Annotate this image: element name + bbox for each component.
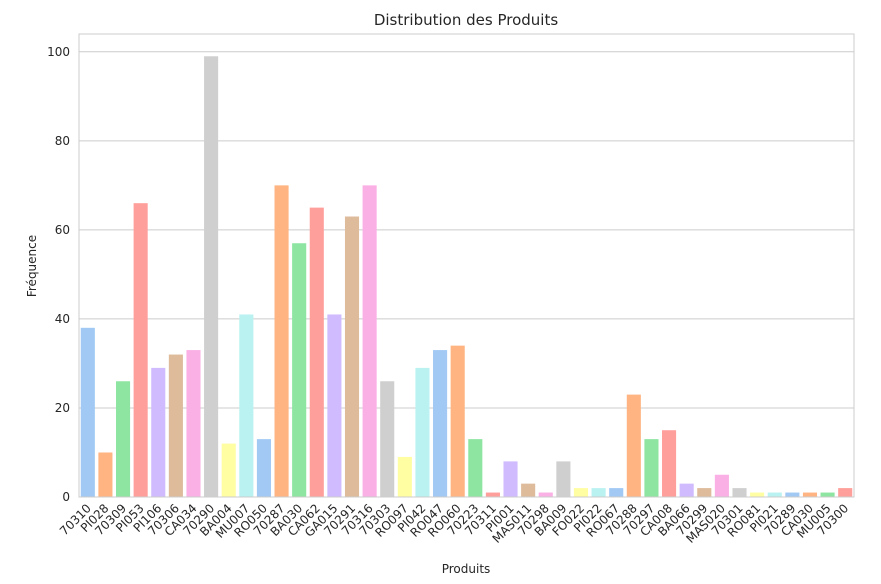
bar-70303 [380, 381, 395, 497]
y-tick-label: 100 [47, 45, 70, 59]
y-tick-label: 60 [55, 223, 70, 237]
bar-FO022 [573, 488, 589, 497]
bar-PI022 [591, 488, 606, 497]
bar-MAS020 [714, 474, 729, 497]
y-tick-label: 0 [62, 490, 70, 504]
bar-70316 [362, 185, 377, 497]
bar-RO050 [256, 439, 271, 497]
bar-70299 [697, 488, 712, 497]
bar-PI001 [503, 461, 518, 497]
bar-PI042 [415, 367, 430, 497]
plot-frame [78, 33, 855, 498]
bar-RO047 [433, 350, 448, 497]
y-tick-label: 80 [55, 134, 70, 148]
bar-RO097 [397, 456, 412, 497]
bar-MU007 [239, 314, 254, 497]
bar-70290 [204, 56, 219, 498]
y-tick-label: 40 [55, 312, 70, 326]
bar-70306 [168, 354, 183, 497]
y-tick-label: 20 [55, 401, 70, 415]
bar-70309 [115, 381, 131, 497]
bar-CA008 [662, 430, 677, 497]
bar-70289 [785, 492, 800, 497]
bar-RO081 [750, 492, 765, 497]
bar-70287 [274, 185, 289, 497]
bar-70301 [732, 488, 747, 497]
bar-BA066 [679, 483, 694, 497]
bar-70300 [838, 488, 853, 497]
bar-CA030 [802, 492, 818, 497]
bar-PI106 [151, 367, 166, 497]
bar-CA062 [309, 207, 324, 497]
x-axis-label: Produits [442, 562, 491, 576]
bar-70311 [485, 492, 500, 497]
bar-70291 [344, 216, 360, 497]
bars [80, 56, 853, 498]
bar-RO067 [609, 488, 624, 497]
chart-title: Distribution des Produits [374, 11, 558, 29]
bar-BA030 [292, 243, 307, 497]
bar-70297 [644, 439, 659, 497]
bar-BA009 [556, 461, 571, 497]
bar-RO060 [450, 345, 465, 497]
bar-70288 [626, 394, 641, 497]
y-tick-labels: 0 20 40 60 80 100 [47, 45, 70, 504]
bar-PI021 [767, 492, 782, 497]
bar-CA034 [186, 350, 201, 497]
bar-70310 [80, 327, 95, 497]
bar-70298 [538, 492, 553, 497]
y-axis-label: Fréquence [25, 235, 39, 297]
bar-70223 [468, 439, 483, 497]
bar-BA004 [221, 443, 236, 497]
bar-GA015 [327, 314, 342, 497]
bar-PI053 [133, 203, 148, 497]
bar-PI028 [98, 452, 113, 497]
bar-MAS011 [521, 483, 536, 497]
bar-MU005 [820, 492, 835, 497]
